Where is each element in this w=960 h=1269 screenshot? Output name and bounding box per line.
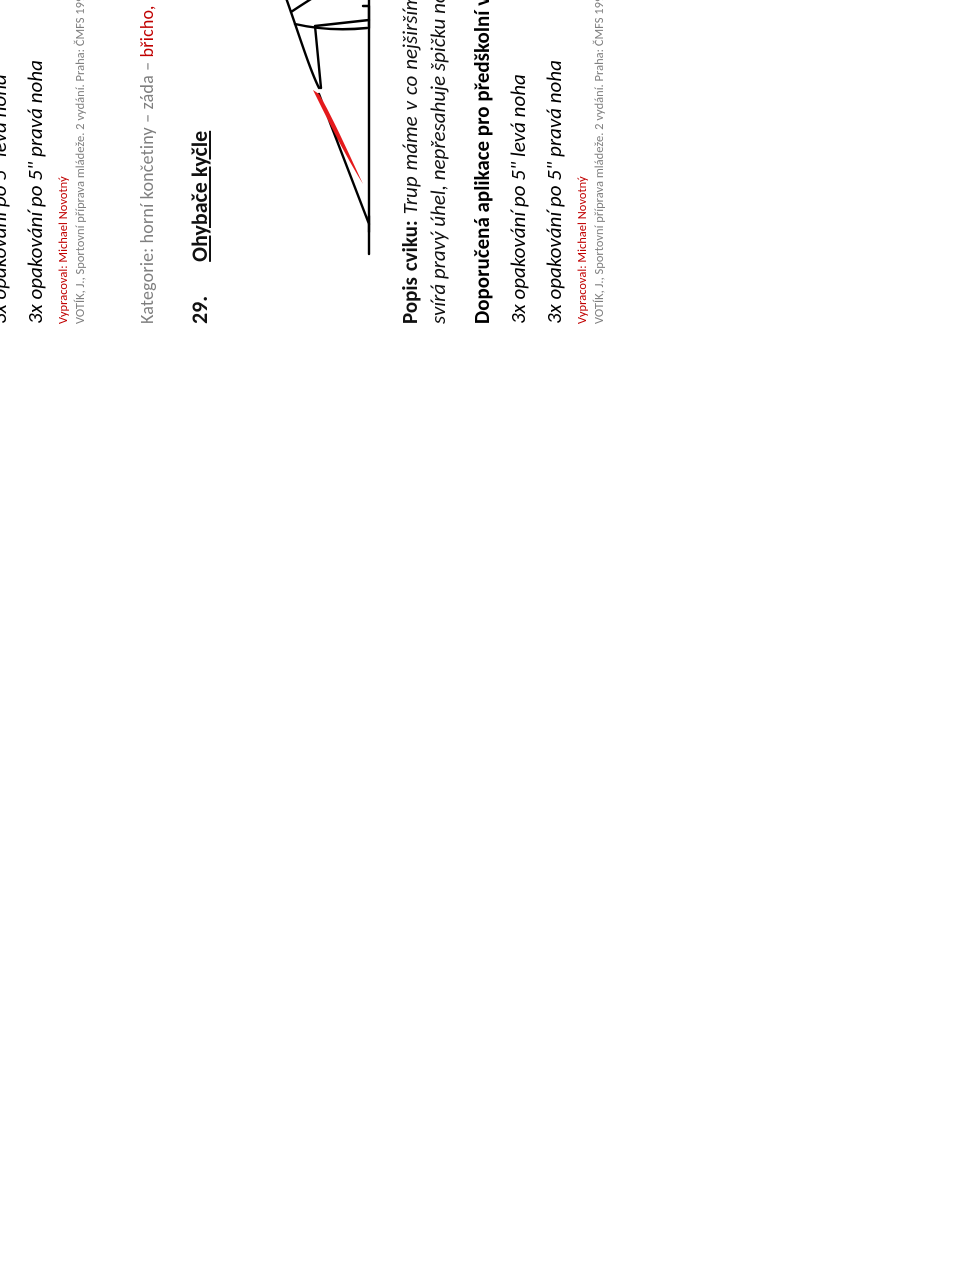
sheet: Kategorie: horní končetiny – záda – břic… [0, 0, 960, 1269]
card-inner: Kategorie: horní končetiny – záda – břic… [106, 0, 566, 404]
exercise-card-29: Kategorie: horní končetiny – záda – břic… [106, 0, 960, 404]
category-line: Kategorie: horní končetiny – záda – břic… [136, 0, 158, 324]
description: Popis cviku: Trup máme v co nejširším po… [396, 0, 453, 324]
exercise-figure-29 [219, 0, 384, 264]
desc-lead: Popis cviku: [397, 220, 423, 324]
figure-wrap [219, 0, 384, 324]
exercise-number: 29. [186, 296, 213, 324]
rep-line-2: 3x opakování po 5" pravá noha [22, 0, 48, 324]
footer-author: Vypracoval: Michael Novotný [56, 0, 73, 324]
title-row: 29. Ohybače kyčle [186, 0, 213, 324]
footer-source-row: VOTÍK, J., Sportovní příprava mládeže. 2… [73, 0, 90, 324]
footer: Vypracoval: Michael Novotný VOTÍK, J., S… [575, 0, 609, 324]
footer-author: Vypracoval: Michael Novotný [575, 0, 592, 324]
exercise-title: Ohybače kyčle [186, 131, 213, 262]
rep-line-2: 3x opakování po 5" pravá noha [541, 0, 567, 324]
category-pre: Kategorie: horní končetiny – záda – [136, 57, 158, 324]
category-highlight: břicho, kyčle [136, 0, 158, 57]
rep-line-1: 3x opakování po 5" levá noha [505, 0, 531, 324]
footer-source-row: VOTÍK, J., Sportovní příprava mládeže. 2… [592, 0, 609, 324]
footer: Vypracoval: Michael Novotný VOTÍK, J., S… [56, 0, 90, 324]
footer-source: VOTÍK, J., Sportovní příprava mládeže. 2… [73, 0, 90, 324]
footer-source: VOTÍK, J., Sportovní příprava mládeže. 2… [592, 0, 609, 324]
recommend-heading: Doporučená aplikace pro předškolní věk: [469, 0, 495, 324]
card-inner: Kategorie: horní končetiny – záda – břic… [0, 0, 76, 404]
rep-line-1: 3x opakování po 5" levá noha [0, 0, 12, 324]
